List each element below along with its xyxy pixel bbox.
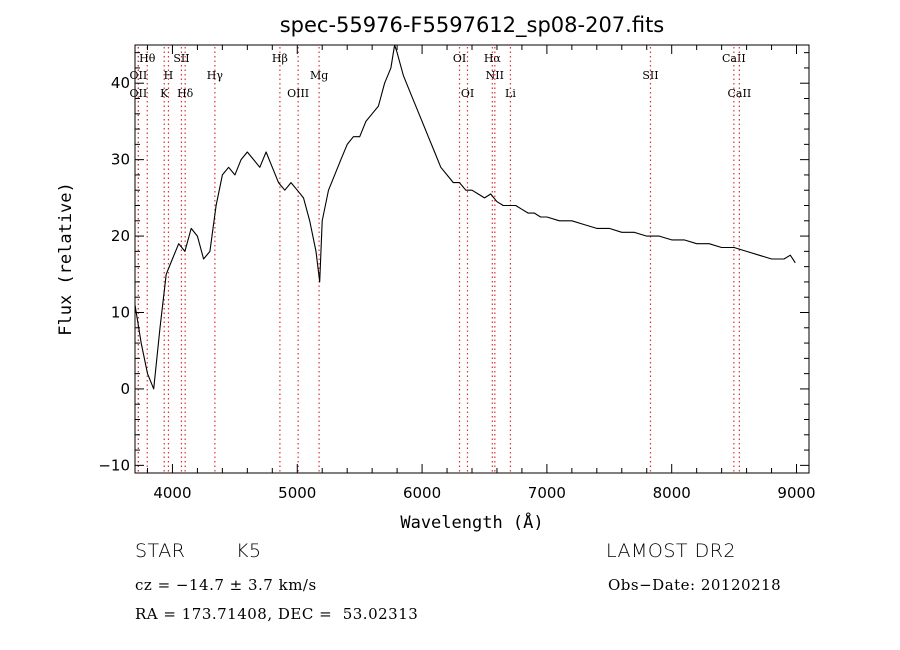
y-tick-label: −10 bbox=[98, 456, 130, 474]
y-tick-label: 0 bbox=[120, 380, 130, 398]
line-marker-label: H bbox=[164, 69, 174, 82]
spectrum-chart: spec-55976-F5597612_sp08-207.fits Hθ OII O… bbox=[56, 13, 816, 533]
line-marker-label: Hβ bbox=[272, 52, 288, 65]
line-marker-label: OI bbox=[453, 52, 466, 65]
plot-frame bbox=[134, 44, 810, 474]
line-marker-label: Hα bbox=[484, 52, 502, 65]
line-marker-label: K bbox=[160, 87, 169, 100]
observation-date: Obs−Date: 20120218 bbox=[608, 576, 782, 594]
x-axis-label: Wavelength (Å) bbox=[400, 511, 543, 533]
spectrum-series bbox=[134, 44, 796, 390]
y-axis-label: Flux (relative) bbox=[56, 182, 76, 336]
x-tick-label: 4000 bbox=[153, 484, 191, 502]
y-tick-label: 40 bbox=[111, 74, 130, 92]
y-tick-label: 10 bbox=[111, 304, 130, 322]
object-class: STAR bbox=[135, 540, 186, 562]
line-marker-label: OII bbox=[130, 87, 148, 100]
line-marker-label: CaII bbox=[722, 52, 746, 65]
line-marker-label: OIII bbox=[287, 87, 309, 100]
subclass: K5 bbox=[236, 540, 262, 562]
x-tick-label: 7000 bbox=[528, 484, 566, 502]
line-marker-label: OI bbox=[461, 87, 474, 100]
line-marker-label: Hγ bbox=[207, 69, 224, 82]
coordinates: RA = 173.71408, DEC = 53.02313 bbox=[135, 605, 419, 623]
x-tick-label: 6000 bbox=[403, 484, 441, 502]
redshift-velocity: cz = −14.7 ± 3.7 km/s bbox=[135, 576, 317, 594]
chart-title: spec-55976-F5597612_sp08-207.fits bbox=[280, 13, 665, 38]
x-tick-label: 5000 bbox=[278, 484, 316, 502]
x-tick-label: 8000 bbox=[653, 484, 691, 502]
line-marker-label: Hδ bbox=[177, 87, 194, 100]
y-tick-label: 30 bbox=[111, 151, 130, 169]
line-marker-label: SII bbox=[642, 69, 658, 82]
line-marker-label: CaII bbox=[728, 87, 752, 100]
line-marker-label: Mg bbox=[310, 69, 328, 82]
axis-ticks: 4000 5000 6000 7000 8000 9000 −10 0 10 20 30 40 bbox=[98, 45, 816, 502]
line-marker-label: Li bbox=[505, 87, 516, 100]
spectrum-line bbox=[134, 44, 796, 390]
line-marker-label: NII bbox=[486, 69, 504, 82]
x-tick-label: 9000 bbox=[777, 484, 815, 502]
line-marker-label: SII bbox=[173, 52, 189, 65]
survey-name: LAMOST DR2 bbox=[606, 540, 736, 562]
line-marker-label: Hθ bbox=[139, 52, 156, 65]
y-tick-label: 20 bbox=[111, 227, 130, 245]
